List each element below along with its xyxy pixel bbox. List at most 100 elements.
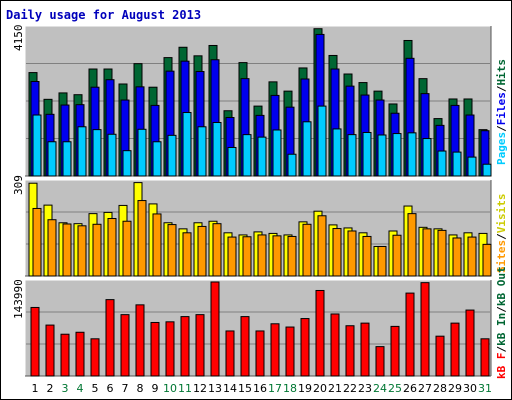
- pages-bar: [62, 141, 72, 177]
- sites-bar: [377, 245, 387, 277]
- sites-bar: [452, 237, 462, 277]
- x-tick-label: 19: [298, 382, 312, 395]
- pages-bar: [467, 156, 477, 177]
- kbf-bar: [375, 346, 385, 377]
- sites-bar: [212, 223, 222, 277]
- legend-sep: /: [495, 233, 508, 240]
- pages-bar: [317, 105, 327, 177]
- sites-bar: [182, 232, 192, 277]
- kbf-bar: [480, 338, 490, 377]
- sites-bar: [437, 229, 447, 277]
- sites-bar: [332, 228, 342, 277]
- sites-bar: [407, 213, 417, 277]
- kbf-bar: [420, 282, 430, 377]
- x-tick-label: 21: [328, 382, 342, 395]
- pages-bar: [302, 121, 312, 177]
- y-max-label-bot: 143990: [12, 279, 25, 319]
- kbf-bar: [105, 299, 115, 377]
- kbf-bar: [435, 335, 445, 377]
- legend-mid: Sites/Visits: [495, 194, 508, 274]
- pages-bar: [92, 129, 102, 177]
- sites-bar: [242, 236, 252, 277]
- legend-visits: Visits: [495, 193, 508, 234]
- x-tick-label: 2: [47, 382, 54, 395]
- x-tick-label: 26: [403, 382, 417, 395]
- chart-title: Daily usage for August 2013: [6, 8, 202, 22]
- sites-bar: [422, 228, 432, 277]
- pages-bar: [347, 134, 357, 177]
- pages-bar: [152, 141, 162, 177]
- y-max-label-top: 4150: [12, 24, 25, 52]
- pages-bar: [197, 126, 207, 177]
- x-tick-label: 22: [343, 382, 357, 395]
- legend-sep: /: [495, 125, 508, 132]
- sites-bar: [137, 200, 147, 277]
- x-tick-label: 28: [433, 382, 447, 395]
- legend-sep: /: [495, 345, 508, 353]
- sites-bar: [392, 234, 402, 277]
- kbf-bar: [240, 316, 250, 377]
- sites-bar: [317, 215, 327, 277]
- kbf-bar: [255, 330, 265, 377]
- pages-bar: [167, 134, 177, 177]
- kbf-bar: [360, 322, 370, 377]
- legend-sep: /: [495, 85, 508, 93]
- pages-bar: [482, 163, 492, 177]
- x-tick-label: 4: [77, 382, 84, 395]
- x-tick-label: 7: [122, 382, 129, 395]
- x-tick-label: 14: [223, 382, 237, 395]
- pages-bar: [422, 138, 432, 177]
- x-tick-label: 30: [463, 382, 477, 395]
- legend-top: Pages/Files/Hits: [495, 59, 508, 165]
- x-tick-label: 29: [448, 382, 462, 395]
- sites-bar: [32, 207, 42, 277]
- legend-pages: Pages: [495, 131, 508, 165]
- kbf-bar: [300, 318, 310, 377]
- legend-kbin: kB In: [495, 312, 508, 346]
- x-tick-label: 27: [418, 382, 432, 395]
- kbf-bar: [75, 331, 85, 377]
- x-tick-label: 10: [163, 382, 177, 395]
- kbf-bar: [345, 325, 355, 377]
- kbf-bar: [450, 322, 460, 377]
- x-tick-label: 18: [283, 382, 297, 395]
- pages-bar: [107, 133, 117, 177]
- pages-bar: [32, 114, 42, 177]
- x-tick-label: 5: [92, 382, 99, 395]
- legend-kbout: kB Out: [495, 266, 508, 307]
- x-tick-label: 8: [137, 382, 144, 395]
- pages-bar: [407, 132, 417, 177]
- pages-bar: [122, 150, 132, 177]
- legend-hits: Hits: [495, 59, 508, 86]
- sites-bar: [362, 235, 372, 277]
- x-tick-label: 12: [193, 382, 207, 395]
- x-tick-label: 20: [313, 382, 327, 395]
- sites-bar: [167, 224, 177, 277]
- legend-files: Files: [495, 92, 508, 126]
- legend-kbf: kB F: [495, 352, 508, 380]
- sites-bar: [197, 225, 207, 277]
- legend-sep: /: [495, 306, 508, 313]
- kbf-bar: [210, 281, 220, 377]
- sites-bar: [77, 225, 87, 277]
- x-tick-label: 15: [238, 382, 252, 395]
- sites-bar: [347, 230, 357, 277]
- x-tick-label: 16: [253, 382, 267, 395]
- kbf-bar: [195, 314, 205, 377]
- sites-bar: [62, 223, 72, 277]
- kbf-bar: [405, 292, 415, 377]
- x-tick-label: 23: [358, 382, 372, 395]
- x-tick-label: 13: [208, 382, 222, 395]
- pages-bar: [452, 151, 462, 177]
- kbf-bar: [45, 324, 55, 377]
- sites-bar: [227, 236, 237, 277]
- sites-bar: [257, 234, 267, 277]
- x-tick-label: 17: [268, 382, 282, 395]
- sites-bar: [122, 220, 132, 277]
- legend-bot: kB F/kB In/kB Out: [495, 266, 508, 379]
- kbf-bar: [90, 338, 100, 377]
- kbf-bar: [60, 333, 70, 377]
- pages-bar: [227, 146, 237, 177]
